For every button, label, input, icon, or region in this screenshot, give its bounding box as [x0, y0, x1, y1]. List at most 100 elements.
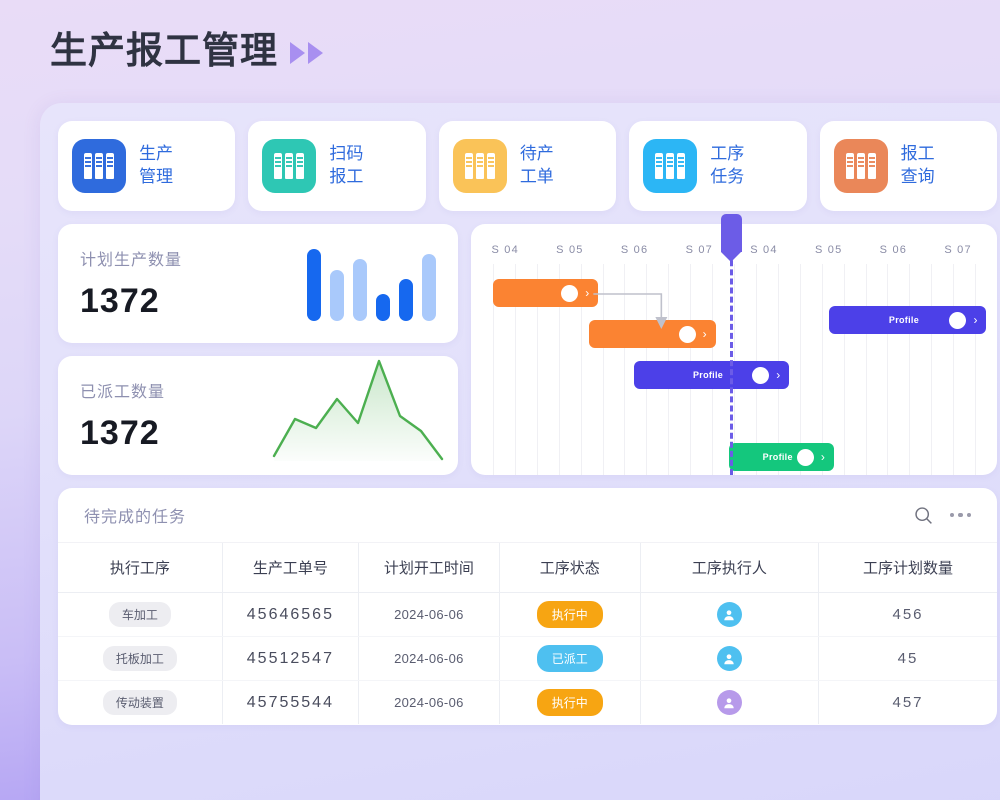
book-bar	[655, 153, 664, 179]
gantt-gridline	[514, 264, 516, 475]
process-chip: 传动装置	[102, 690, 177, 715]
book-bar	[106, 153, 114, 179]
user-avatar-icon[interactable]	[716, 602, 742, 627]
books-icon	[72, 139, 126, 193]
chevron-right-icon[interactable]: ›	[820, 450, 825, 464]
nav-card-label: 报工 查询	[900, 144, 935, 186]
book-bar	[486, 153, 495, 179]
gantt-bar-1[interactable]: ›	[493, 279, 599, 307]
user-avatar-icon[interactable]	[716, 690, 742, 715]
cell-assignee	[640, 636, 820, 681]
page-title: 生产报工管理	[50, 30, 278, 71]
table-row[interactable]: 托板加工 45512547 2024-06-06 已派工 45	[58, 636, 997, 681]
stat-label: 计划生产数量	[80, 252, 183, 269]
nav-card-3[interactable]: 待产 工单	[438, 121, 617, 211]
app-container: 生产 管理 扫码 报工 待产 工单 工序 任务 报工 查询 计划生产数量 1372 已派…	[40, 103, 1000, 800]
book-bar	[84, 153, 92, 179]
mini-area-chart	[272, 359, 444, 461]
stat-card-dispatched: 已派工数量 1372	[58, 356, 458, 475]
bar-5	[399, 279, 413, 321]
book-bar	[867, 153, 876, 179]
gantt-bar-handle[interactable]	[678, 325, 696, 343]
stat-value: 1372	[80, 282, 160, 320]
status-badge: 执行中	[536, 601, 603, 628]
page-header: 生产报工管理	[50, 32, 323, 69]
double-triangle-right-icon	[290, 41, 323, 64]
cell-plan-date: 2024-06-06	[358, 680, 500, 724]
gantt-gridline	[887, 264, 889, 475]
user-avatar-icon[interactable]	[716, 646, 742, 671]
search-icon[interactable]	[913, 505, 934, 526]
nav-card-1[interactable]: 生产 管理	[58, 121, 236, 211]
gantt-chart-panel: S 04 S 05 S 06 S 07 S 04 S 05 S 06 S 07 › › Profil…	[471, 214, 997, 475]
table-column-header-5: 工序执行人	[640, 543, 820, 593]
area-line	[272, 359, 444, 461]
gantt-gridline	[865, 264, 867, 475]
gantt-bar-label: Profile	[888, 315, 920, 325]
gantt-tick-label: S 04	[750, 244, 778, 256]
books-icon	[452, 139, 507, 193]
nav-card-label: 扫码 报工	[329, 144, 364, 186]
books-icon	[643, 139, 698, 193]
gantt-bar-handle[interactable]	[561, 284, 579, 302]
stat-label: 已派工数量	[80, 384, 166, 401]
nav-card-4[interactable]: 工序 任务	[629, 121, 807, 211]
book-bar	[845, 153, 854, 179]
gantt-gridline	[843, 264, 845, 475]
task-table-title: 待完成的任务	[84, 509, 187, 526]
table-row[interactable]: 车加工 45646565 2024-06-06 执行中 456	[58, 592, 997, 637]
gantt-bar-label: Profile	[762, 452, 793, 462]
table-column-header-4: 工序状态	[499, 543, 641, 593]
table-column-header-3: 计划开工时间	[358, 543, 500, 593]
timeline-marker-pin-icon[interactable]	[721, 214, 743, 262]
books-icon	[262, 139, 317, 193]
table-column-header-6: 工序计划数量	[818, 543, 997, 593]
nav-card-label: 待产 工单	[519, 144, 554, 186]
book-bar	[666, 153, 675, 179]
table-column-header-2: 生产工单号	[222, 543, 359, 593]
gantt-bar-3[interactable]: Profile ›	[634, 361, 790, 389]
cell-order-no: 45512547	[222, 636, 359, 681]
cell-assignee	[640, 592, 820, 637]
gantt-tick-label: S 07	[944, 244, 972, 256]
status-badge: 执行中	[536, 689, 603, 716]
chevron-right-icon[interactable]: ›	[585, 286, 590, 300]
mini-bar-chart	[307, 249, 436, 321]
cell-plan-date: 2024-06-06	[358, 636, 500, 681]
book-bar	[475, 153, 484, 179]
bar-1	[307, 249, 321, 321]
chevron-right-icon[interactable]: ›	[973, 313, 978, 327]
cell-plan-date: 2024-06-06	[358, 592, 500, 637]
gantt-bar-2[interactable]: ›	[589, 320, 716, 348]
table-row[interactable]: 传动装置 45755544 2024-06-06 执行中 457	[58, 680, 997, 724]
gantt-bar-5[interactable]: Profile ›	[728, 443, 834, 471]
bar-4	[376, 293, 390, 321]
gantt-bar-handle[interactable]	[796, 448, 814, 466]
gantt-bar-handle[interactable]	[752, 366, 770, 384]
chevron-right-icon[interactable]: ›	[702, 327, 707, 341]
task-table-panel: 待完成的任务 执行工序 生产工单号 计划开工时间 工序状态 工序执行人 工序计划数量 车加…	[58, 488, 997, 725]
gantt-tick-label: S 04	[491, 244, 519, 256]
chevron-right-icon[interactable]: ›	[776, 368, 781, 382]
more-horizontal-icon[interactable]	[949, 512, 971, 518]
nav-card-2[interactable]: 扫码 报工	[248, 121, 426, 211]
books-icon	[833, 139, 888, 193]
gantt-dependency-connector	[593, 293, 668, 329]
book-bar	[296, 153, 305, 179]
gantt-gridline	[799, 264, 801, 475]
gantt-gridline	[602, 264, 604, 475]
gantt-bar-handle[interactable]	[949, 311, 967, 329]
gantt-bar-4[interactable]: Profile ›	[828, 306, 987, 334]
book-bar	[464, 153, 473, 179]
book-bar	[285, 153, 294, 179]
book-bar	[677, 153, 686, 179]
book-bar	[274, 153, 283, 179]
cell-status: 执行中	[499, 680, 641, 724]
cell-qty: 457	[892, 694, 924, 711]
status-badge: 已派工	[536, 645, 603, 672]
gantt-current-time-line	[730, 224, 734, 475]
nav-card-5[interactable]: 报工 查询	[819, 121, 998, 211]
book-bar	[95, 153, 103, 179]
gantt-tick-label: S 07	[685, 244, 713, 256]
gantt-gridline	[975, 264, 977, 475]
